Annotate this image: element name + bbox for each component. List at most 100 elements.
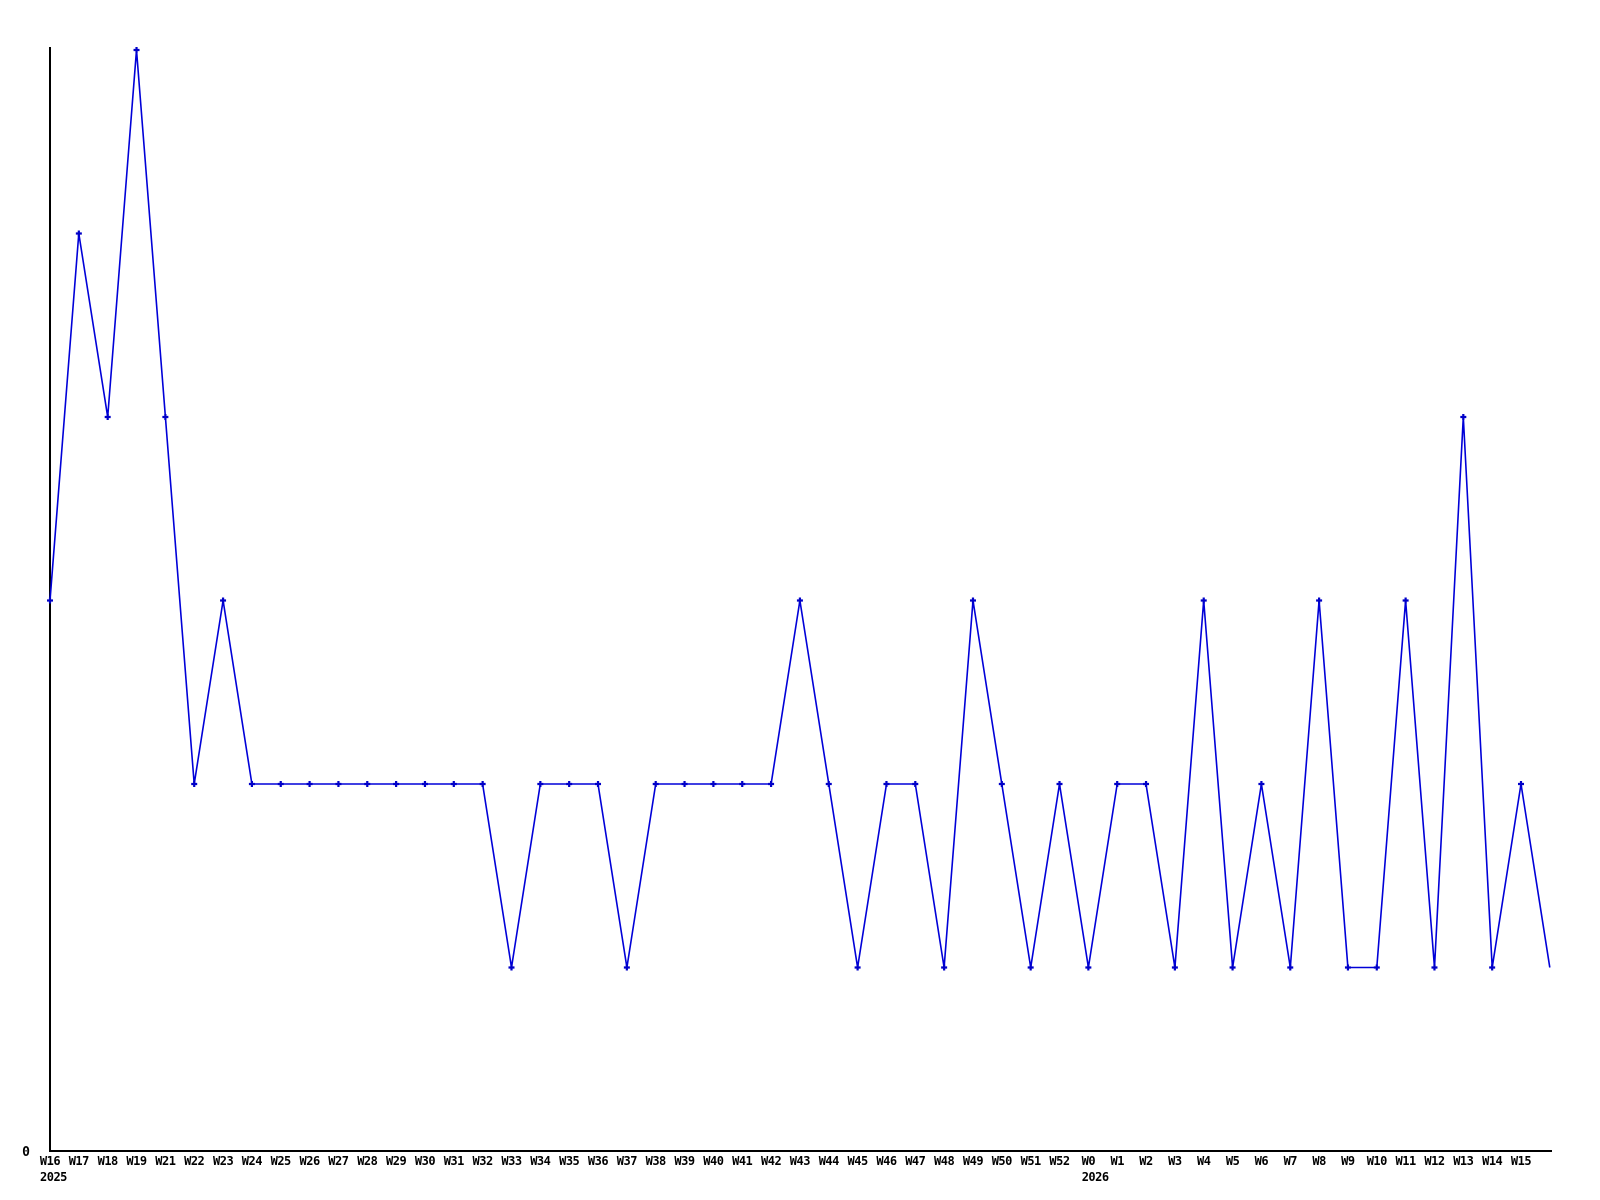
x-tick-label: W41 (732, 1154, 752, 1168)
x-tick-label: W31 (444, 1154, 464, 1168)
x-tick-label: W11 (1396, 1154, 1416, 1168)
x-tick-label: W1 (1110, 1154, 1124, 1168)
x-tick-label: W15 (1511, 1154, 1531, 1168)
data-point-marker (1085, 964, 1092, 971)
data-point-marker (941, 964, 948, 971)
x-tick-label: W2 (1139, 1154, 1153, 1168)
data-point-marker (623, 964, 630, 971)
x-tick-label: W24 (242, 1154, 262, 1168)
x-tick-label: W49 (963, 1154, 983, 1168)
x-tick-label: W47 (905, 1154, 925, 1168)
data-point-marker (364, 781, 371, 787)
x-tick-label: W17 (69, 1154, 89, 1168)
data-point-marker (681, 781, 688, 787)
x-tick-label: W32 (473, 1154, 493, 1168)
data-point-marker (75, 230, 82, 237)
x-tick-label: W34 (530, 1154, 550, 1168)
x-tick-label: W48 (934, 1154, 954, 1168)
data-point-marker (1373, 964, 1380, 971)
x-tick-label: W46 (876, 1154, 896, 1168)
data-point-marker (1114, 781, 1121, 787)
x-tick-label: W10 (1367, 1154, 1387, 1168)
data-point-marker (595, 781, 602, 787)
x-tick-label: W27 (328, 1154, 348, 1168)
data-point-marker (912, 781, 919, 787)
data-point-marker (248, 781, 255, 787)
data-point-marker (998, 781, 1005, 787)
x-tick-label: W12 (1424, 1154, 1444, 1168)
x-tick-label: W50 (992, 1154, 1012, 1168)
data-point-marker (710, 781, 717, 787)
x-tick-label: W16 (40, 1154, 60, 1168)
x-tick-label: W7 (1284, 1154, 1298, 1168)
data-point-marker (1229, 964, 1236, 971)
data-point-marker (1518, 781, 1524, 787)
data-point-marker (277, 781, 284, 787)
y-axis-origin-label: 0 (22, 1145, 30, 1160)
data-point-marker (421, 781, 428, 787)
data-point-marker (739, 781, 746, 787)
data-point-marker (191, 781, 198, 787)
x-tick-label: W52 (1049, 1154, 1069, 1168)
x-tick-label: W51 (1021, 1154, 1041, 1168)
data-point-marker (508, 964, 515, 971)
x-tick-label: W39 (674, 1154, 694, 1168)
data-point-marker (306, 781, 313, 787)
x-tick-label: W13 (1453, 1154, 1473, 1168)
data-point-marker (47, 597, 53, 604)
x-tick-label: W6 (1255, 1154, 1269, 1168)
x-axis-year-label: 2025 (40, 1170, 67, 1184)
x-tick-label: W36 (588, 1154, 608, 1168)
x-tick-label: W0 (1082, 1154, 1096, 1168)
data-point-marker (1489, 964, 1496, 971)
data-point-marker (768, 781, 775, 787)
data-point-marker (162, 414, 169, 420)
x-tick-label: W30 (415, 1154, 435, 1168)
x-tick-label: W21 (155, 1154, 175, 1168)
x-tick-label: W8 (1312, 1154, 1326, 1168)
data-point-marker (883, 781, 890, 787)
x-tick-label: W22 (184, 1154, 204, 1168)
data-point-marker (1027, 964, 1034, 971)
data-point-marker (1056, 781, 1063, 787)
x-tick-label: W33 (501, 1154, 521, 1168)
data-point-marker (133, 47, 140, 53)
data-point-marker (854, 964, 861, 971)
data-point-marker (1402, 597, 1409, 604)
data-point-marker (1344, 964, 1351, 971)
data-point-marker (1431, 964, 1438, 971)
data-point-marker (104, 414, 111, 420)
x-tick-label: W29 (386, 1154, 406, 1168)
data-point-marker (1460, 414, 1467, 420)
x-tick-label: W38 (646, 1154, 666, 1168)
data-point-marker (220, 597, 227, 604)
x-tick-label: W3 (1168, 1154, 1182, 1168)
data-point-marker (1143, 781, 1150, 787)
data-point-marker (1200, 597, 1207, 604)
x-tick-label: W23 (213, 1154, 233, 1168)
data-point-marker (1287, 964, 1294, 971)
x-tick-label: W25 (271, 1154, 291, 1168)
data-point-marker (825, 781, 832, 787)
x-tick-label: W37 (617, 1154, 637, 1168)
x-tick-label: W14 (1482, 1154, 1502, 1168)
x-axis-year-label: 2026 (1082, 1170, 1109, 1184)
data-line (49, 49, 1551, 969)
x-tick-label: W9 (1341, 1154, 1355, 1168)
x-tick-label: W18 (98, 1154, 118, 1168)
data-point-marker (537, 781, 544, 787)
data-point-marker (450, 781, 457, 787)
data-point-marker (969, 597, 976, 604)
data-point-marker (1258, 781, 1265, 787)
x-tick-label: W45 (848, 1154, 868, 1168)
x-tick-label: W4 (1197, 1154, 1211, 1168)
x-tick-label: W42 (761, 1154, 781, 1168)
x-tick-label: W43 (790, 1154, 810, 1168)
x-tick-label: W26 (300, 1154, 320, 1168)
data-point-marker (652, 781, 659, 787)
x-tick-label: W35 (559, 1154, 579, 1168)
x-tick-label: W40 (703, 1154, 723, 1168)
data-point-marker (1171, 964, 1178, 971)
